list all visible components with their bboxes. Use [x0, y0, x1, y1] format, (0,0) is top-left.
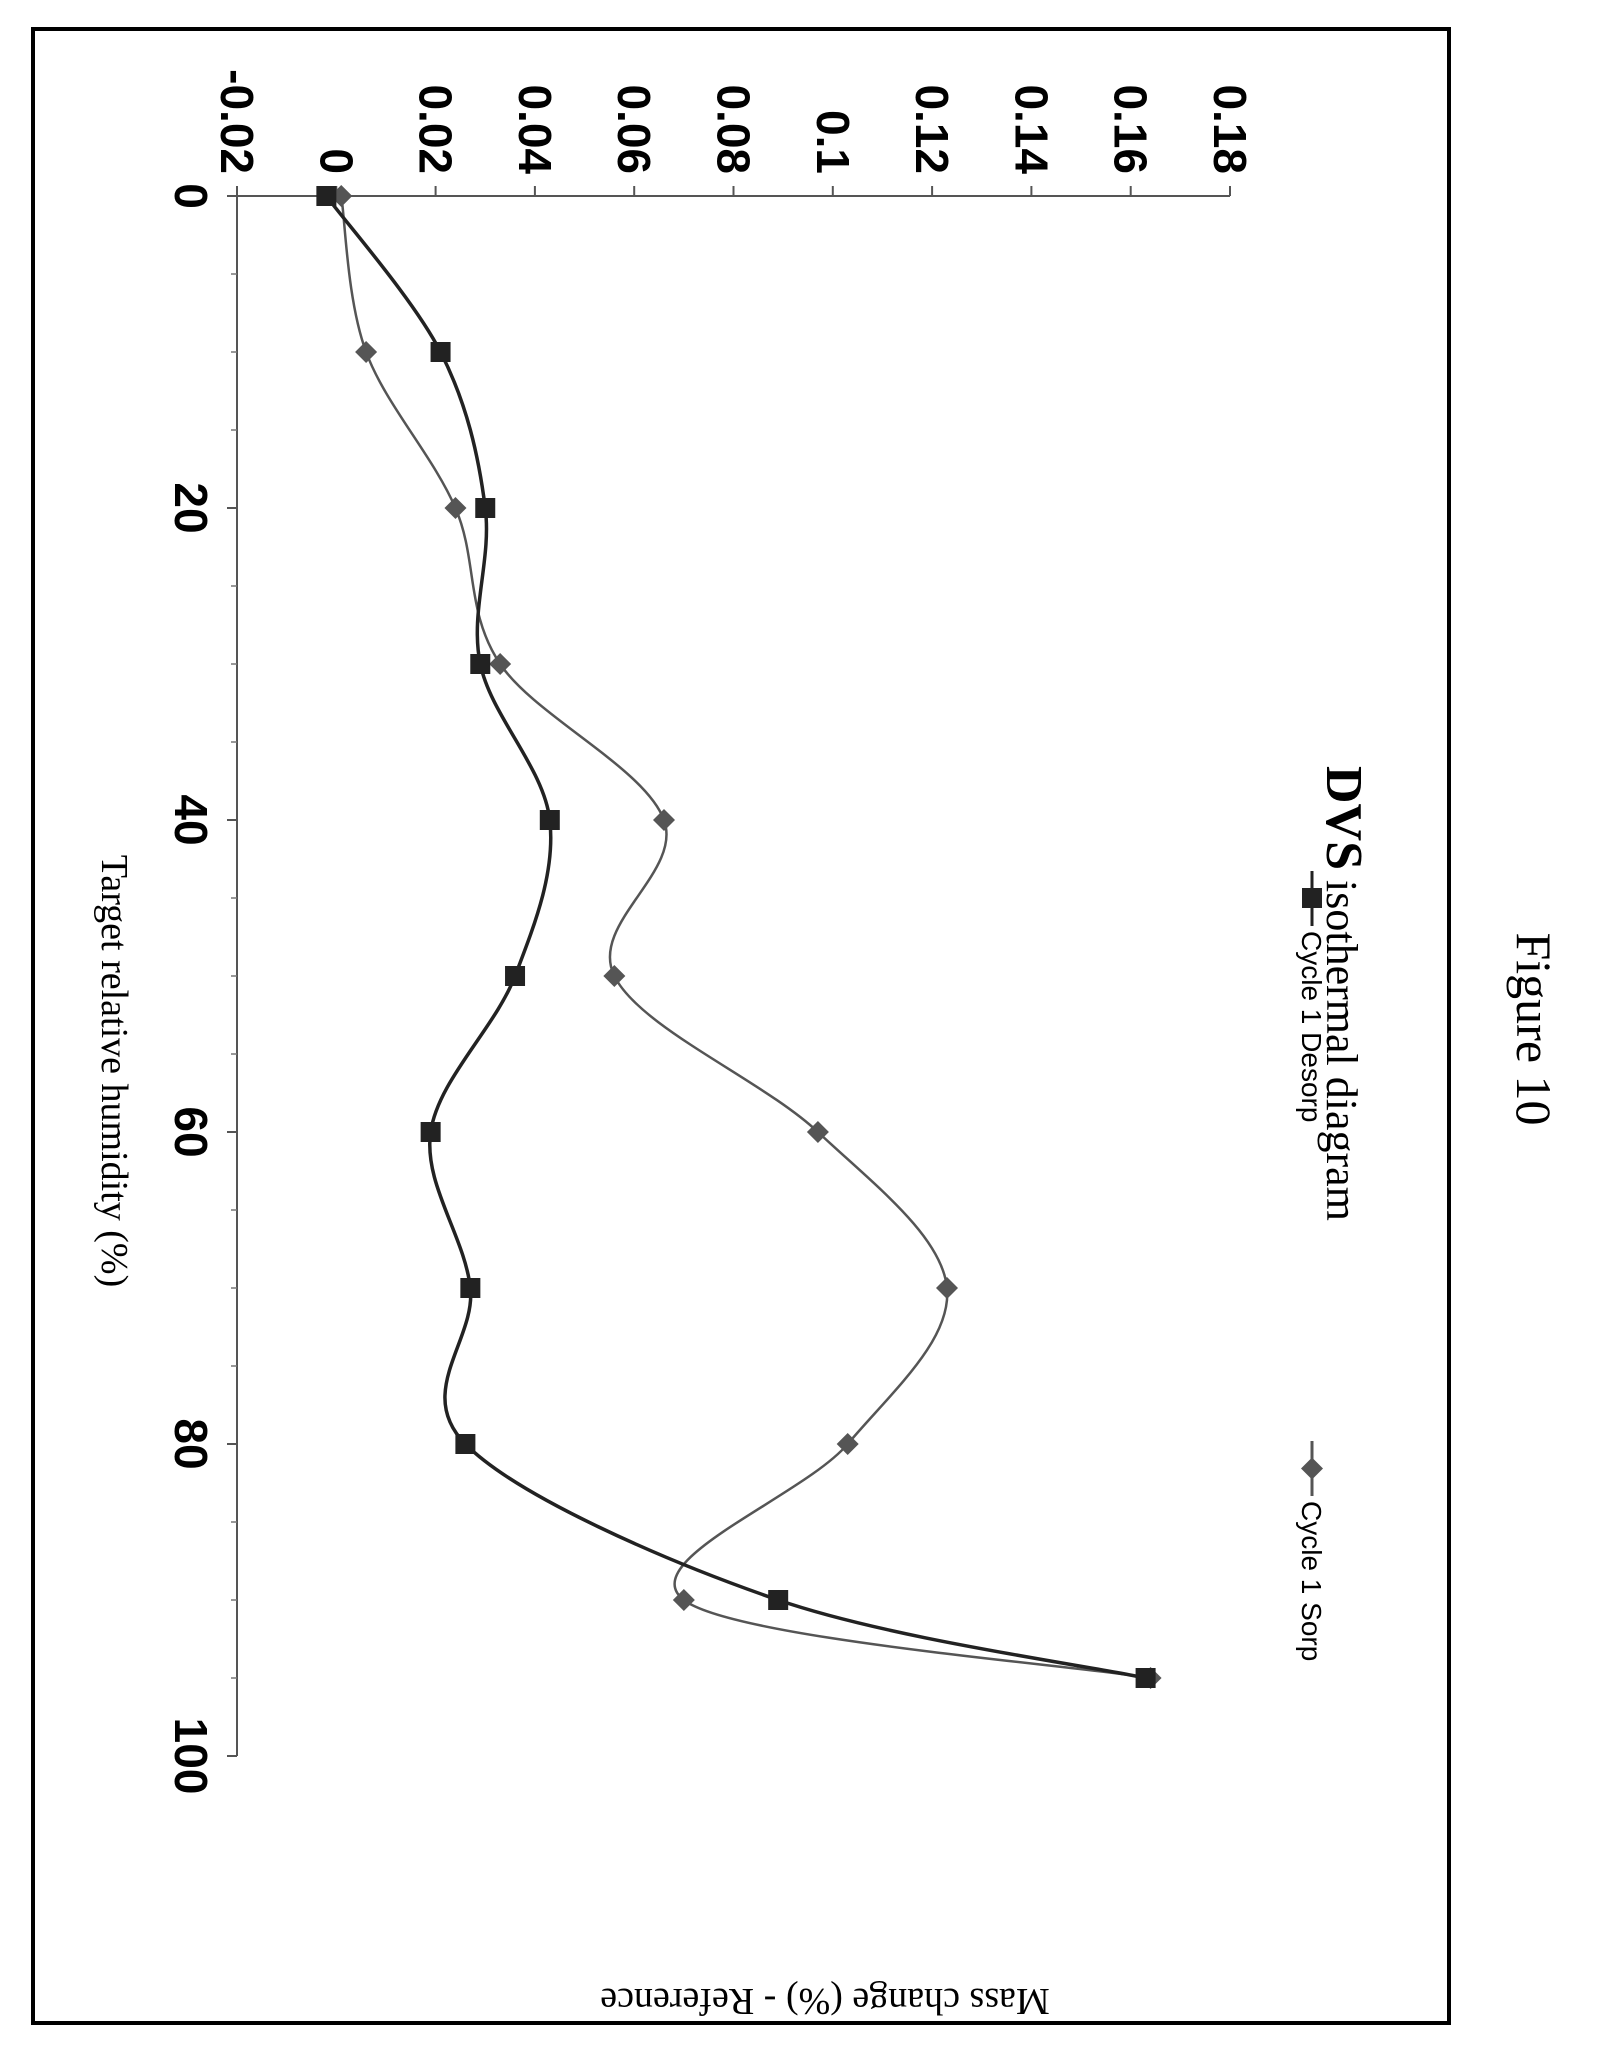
desorp-point: [460, 1278, 481, 1298]
series-line-sorp: [340, 195, 1151, 1680]
x-tick-label: 40: [165, 794, 217, 845]
chart-legend: Cycle 1 Sorp Cycle 1 Desorp: [1296, 871, 1327, 1661]
desorp-point: [505, 966, 526, 986]
sorp-point: [836, 1433, 859, 1455]
svg-text:DVSisothermal diagram: DVS isothermal diagram: [1315, 766, 1372, 1221]
x-tick-label: 0: [165, 183, 217, 209]
x-tick-label: 100: [165, 1718, 217, 1795]
desorp-point: [455, 1434, 476, 1454]
chart-title-bold: DVS: [1315, 766, 1372, 870]
series-lines: [324, 194, 1151, 1680]
desorp-point: [420, 1122, 441, 1142]
legend-diamond-marker: [1301, 1457, 1323, 1480]
y-tick-label: 0.18: [1204, 84, 1256, 174]
rotated-chart-group: 0 20 40 60 80 100 -0.02 0 0.02 0.04 0.06 0.08 0.1 0.…: [93, 69, 1372, 1794]
y-axis-ticks: -0.02 0 0.02 0.04 0.06 0.08 0.1 0.12 0.14 0.16 0.1…: [211, 69, 1256, 196]
legend-label-sorp: Cycle 1 Sorp: [1296, 1501, 1327, 1661]
sorp-point: [672, 1589, 695, 1611]
y-tick-label: -0.02: [211, 69, 263, 174]
y-tick-label: 0: [310, 148, 362, 174]
legend-label-desorp: Cycle 1 Desorp: [1296, 931, 1327, 1122]
y-tick-label: 0.08: [708, 84, 760, 174]
desorp-point: [470, 654, 491, 674]
sorp-point: [652, 809, 675, 831]
sorp-point: [603, 965, 626, 987]
y-tick-label: 0.06: [608, 84, 660, 174]
series-line-desorp: [324, 194, 1146, 1680]
desorp-point: [1135, 1668, 1156, 1688]
x-tick-label: 20: [165, 482, 217, 533]
x-tick-label: 80: [165, 1418, 217, 1469]
dvs-isotherm-chart: 0 20 40 60 80 100 -0.02 0 0.02 0.04 0.06 0.08 0.1 0.…: [93, 69, 1372, 2022]
x-axis-title: Target relative humidity (%): [93, 855, 135, 1287]
sorp-point: [935, 1277, 958, 1299]
series-markers: [316, 185, 1162, 1689]
desorp-point: [430, 342, 451, 362]
chart-title-text: isothermal diagram: [1317, 880, 1366, 1221]
y-tick-label: 0.1: [807, 110, 859, 174]
y-tick-label: 0.04: [509, 84, 561, 174]
x-axis-ticks: 0 20 40 60 80 100: [165, 183, 237, 1794]
y-tick-label: 0.02: [410, 84, 462, 174]
sorp-point: [806, 1121, 829, 1143]
chart-title: DVS isothermal diagram: [1315, 766, 1372, 1221]
y-tick-label: 0.14: [1005, 84, 1057, 174]
sorp-point: [489, 653, 512, 675]
legend-item-cycle1-desorp: Cycle 1 Desorp: [1296, 871, 1327, 1122]
y-axis-title: Mass change (%) - Reference: [600, 1980, 1049, 2021]
axes-group: 0 20 40 60 80 100 -0.02 0 0.02 0.04 0.06 0.08 0.1 0.…: [165, 69, 1256, 1794]
desorp-point: [768, 1590, 789, 1610]
figure-frame: 0 20 40 60 80 100 -0.02 0 0.02 0.04 0.06 0.08 0.1 0.…: [31, 27, 1451, 2025]
y-tick-label: 0.12: [906, 84, 958, 174]
desorp-point: [539, 810, 560, 830]
legend-item-cycle1-sorp: Cycle 1 Sorp: [1296, 1441, 1327, 1661]
sorp-point: [444, 497, 467, 519]
desorp-point: [475, 498, 496, 518]
y-tick-label: 0.16: [1105, 84, 1157, 174]
sorp-point: [355, 341, 378, 363]
figure-caption: Figure 10: [1506, 932, 1562, 1126]
legend-square-marker: [1302, 888, 1322, 908]
desorp-point: [316, 186, 337, 206]
x-tick-label: 60: [165, 1106, 217, 1157]
